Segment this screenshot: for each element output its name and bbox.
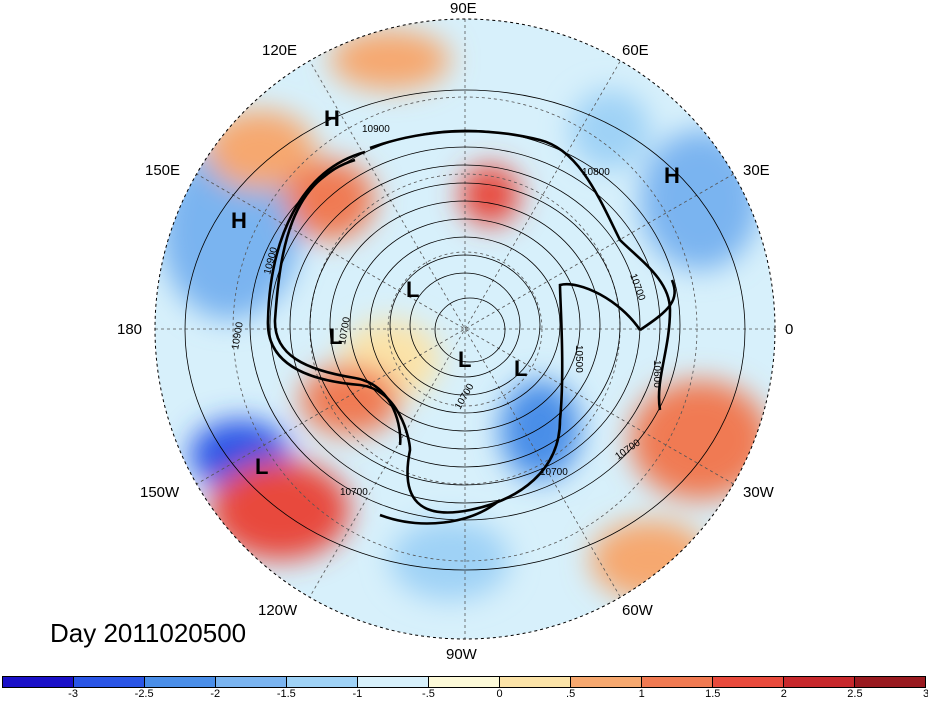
jet-contours (266, 129, 676, 525)
colorbar-segment (429, 677, 500, 687)
lon-label-120e: 120E (262, 42, 297, 59)
lon-label-30e: 30E (743, 162, 770, 179)
low-pressure-label: L (458, 347, 471, 372)
low-pressure-label: L (406, 277, 419, 302)
contour-label: 10900 (230, 321, 246, 351)
contour-label: 10800 (582, 167, 610, 178)
colorbar-segment (74, 677, 145, 687)
lon-label-120w: 120W (258, 602, 298, 619)
lon-label-60e: 60E (622, 42, 649, 59)
contour-label: 10500 (573, 345, 584, 373)
colorbar-tick-label: -2 (210, 688, 221, 700)
colorbar-tick-label: -2.5 (134, 688, 154, 700)
high-pressure-label: H (664, 163, 680, 188)
colorbar-segment (287, 677, 358, 687)
colorbar (2, 676, 926, 688)
contour-label: 10700 (340, 487, 368, 498)
lon-label-60w: 60W (622, 602, 654, 619)
lon-label-150w: 150W (140, 484, 180, 501)
colorbar-segment (3, 677, 74, 687)
colorbar-tick-label: -1.5 (276, 688, 296, 700)
colorbar-segment (216, 677, 287, 687)
date-title: Day 2011020500 (50, 618, 247, 648)
colorbar-segment (642, 677, 713, 687)
lon-label-0: 0 (785, 321, 793, 338)
high-pressure-label: H (324, 106, 340, 131)
contour-label: 10700 (540, 467, 568, 478)
longitude-labels: 90E 60E 30E 0 30W 60W 90W 120W 150W 180 … (117, 0, 793, 663)
colorbar-segment (145, 677, 216, 687)
colorbar-segment (713, 677, 784, 687)
lon-label-90e: 90E (450, 0, 477, 17)
low-pressure-label: L (514, 356, 527, 381)
colorbar-tick-label: 2.5 (847, 688, 863, 700)
colorbar-segment (855, 677, 925, 687)
pressure-centers: H H H L L L L L (231, 106, 680, 479)
colorbar-segment (358, 677, 429, 687)
colorbar-segment (784, 677, 855, 687)
colorbar-tick-label: .5 (566, 688, 576, 700)
lon-label-30w: 30W (743, 484, 775, 501)
height-contours (184, 89, 746, 571)
low-pressure-label: L (255, 454, 268, 479)
colorbar-tick-label: 1 (638, 688, 645, 700)
colorbar-tick-label: -.5 (422, 688, 435, 700)
colorbar-tick-label: -3 (68, 688, 78, 700)
colorbar-tick-label: -1 (352, 688, 363, 700)
lon-label-180: 180 (117, 321, 142, 338)
contour-label: 10700 (337, 316, 353, 346)
high-pressure-label: H (231, 208, 247, 233)
colorbar-tick-label: 0 (496, 688, 503, 700)
lon-label-90w: 90W (446, 646, 478, 663)
colorbar-tick-label: 3 (922, 688, 928, 700)
map-boundary (154, 18, 776, 640)
contour-label: 10600 (651, 360, 662, 388)
colorbar-segment (500, 677, 571, 687)
colorbar-tick-labels: -3 -2.5 -2 -1.5 -1 -.5 0 .5 1 1.5 2 2.5 3 (0, 688, 928, 702)
contour-label: 10900 (362, 124, 390, 135)
colorbar-tick-label: 1.5 (705, 688, 721, 700)
colorbar-tick-label: 2 (780, 688, 787, 700)
lon-label-150e: 150E (145, 162, 180, 179)
low-pressure-label: L (329, 324, 342, 349)
colorbar-segment (571, 677, 642, 687)
